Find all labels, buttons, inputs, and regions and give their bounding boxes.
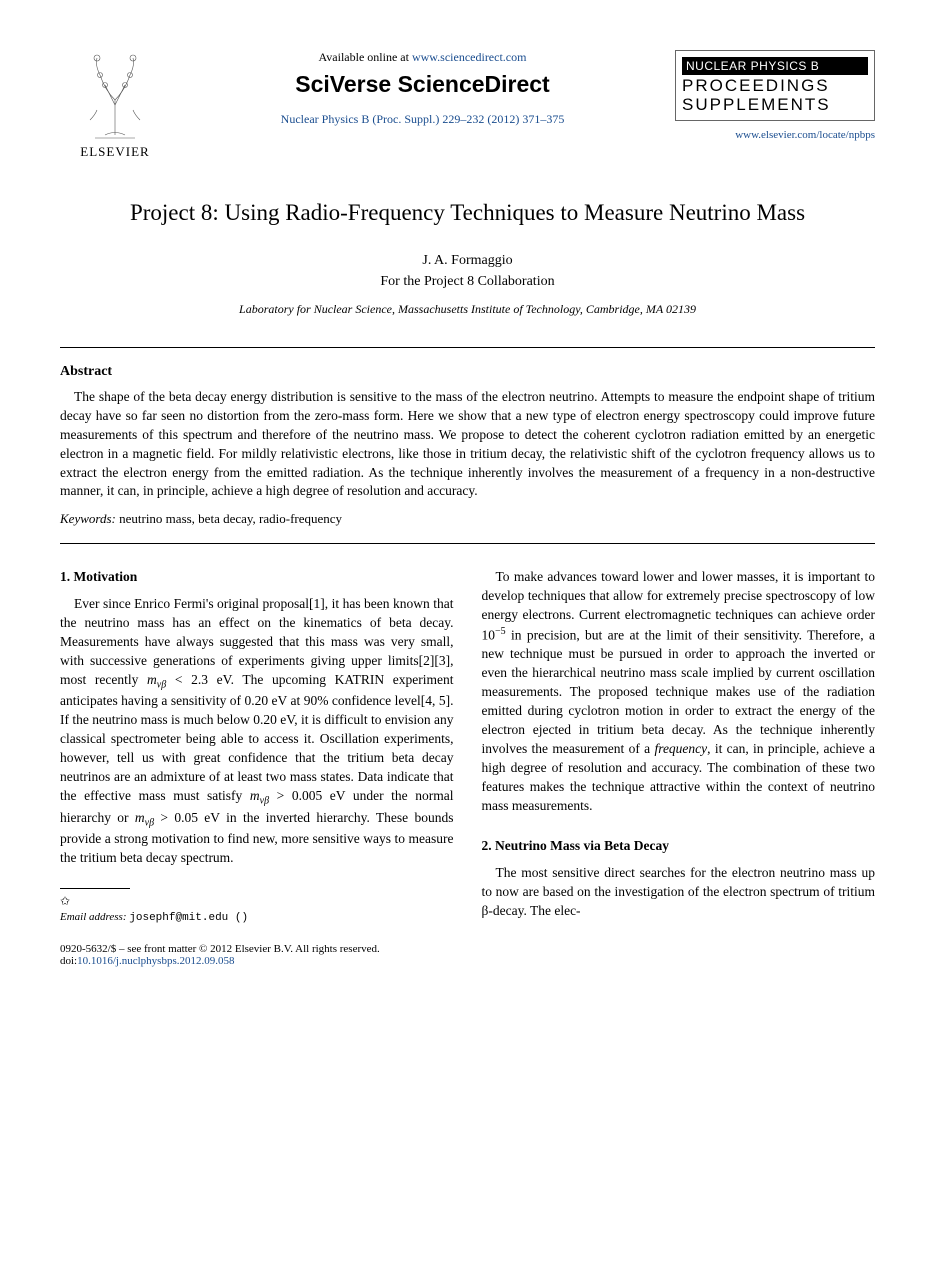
proceedings-line2: SUPPLEMENTS [682, 96, 868, 115]
section-1-para-1: Ever since Enrico Fermi's original propo… [60, 595, 454, 868]
keywords-label: Keywords: [60, 511, 116, 526]
proceedings-line1: PROCEEDINGS [682, 77, 868, 96]
locate-link-wrap: www.elsevier.com/locate/npbps [675, 129, 875, 141]
mvb-1: mνβ [147, 672, 166, 687]
mvb-sub3: νβ [145, 817, 154, 828]
mvb-m2: m [250, 788, 260, 803]
mvb-m1: m [147, 672, 157, 687]
journal-badge-title: NUCLEAR PHYSICS B [682, 57, 868, 75]
footer-meta: 0920-5632/$ – see front matter © 2012 El… [60, 943, 875, 967]
sciverse-brand: SciVerse ScienceDirect [190, 71, 655, 98]
column-right: To make advances toward lower and lower … [482, 568, 876, 927]
journal-citation-link[interactable]: Nuclear Physics B (Proc. Suppl.) 229–232… [281, 112, 565, 126]
section-2-heading: 2. Neutrino Mass via Beta Decay [482, 837, 876, 856]
journal-citation: Nuclear Physics B (Proc. Suppl.) 229–232… [190, 112, 655, 127]
s1p1b: < 2.3 eV. The upcoming KATRIN experiment… [60, 672, 454, 803]
body-columns: 1. Motivation Ever since Enrico Fermi's … [60, 568, 875, 927]
mvb-sub1: νβ [157, 679, 166, 690]
journal-badge: NUCLEAR PHYSICS B PROCEEDINGS SUPPLEMENT… [675, 50, 875, 121]
footnote-separator [60, 888, 130, 889]
abstract-text: The shape of the beta decay energy distr… [60, 388, 875, 501]
sciencedirect-link[interactable]: www.sciencedirect.com [412, 50, 527, 64]
available-prefix: Available online at [319, 50, 412, 64]
elsevier-tree-icon [75, 50, 155, 140]
section-1-heading: 1. Motivation [60, 568, 454, 587]
s1p2b: in precision, but are at the limit of th… [482, 628, 876, 756]
section-1-para-2: To make advances toward lower and lower … [482, 568, 876, 815]
footnote-star-icon: ✩ [60, 894, 70, 908]
header-center: Available online at www.sciencedirect.co… [170, 50, 675, 127]
keywords-line: Keywords: neutrino mass, beta decay, rad… [60, 511, 875, 527]
mvb-3: mνβ [135, 810, 154, 825]
doi-link[interactable]: 10.1016/j.nuclphysbps.2012.09.058 [77, 955, 234, 967]
s1p2c: frequency [654, 741, 707, 756]
article-title: Project 8: Using Radio-Frequency Techniq… [60, 200, 875, 226]
available-online-line: Available online at www.sciencedirect.co… [190, 50, 655, 65]
page-header: ELSEVIER Available online at www.science… [60, 50, 875, 160]
exp-minus5: −5 [495, 626, 506, 637]
copyright-line: 0920-5632/$ – see front matter © 2012 El… [60, 943, 875, 955]
email-label: Email address: [60, 911, 127, 923]
mvb-m3: m [135, 810, 145, 825]
publisher-name: ELSEVIER [80, 144, 149, 160]
mvb-sub2: νβ [260, 796, 269, 807]
rule-top [60, 347, 875, 348]
email-value: josephf@mit.edu () [129, 912, 248, 924]
section-gap [482, 815, 876, 837]
doi-line: doi:10.1016/j.nuclphysbps.2012.09.058 [60, 955, 875, 967]
publisher-logo-block: ELSEVIER [60, 50, 170, 160]
authors-block: J. A. Formaggio For the Project 8 Collab… [60, 250, 875, 292]
footnote-block: ✩ Email address: josephf@mit.edu () [60, 893, 454, 927]
rule-bottom [60, 543, 875, 544]
keywords-value: neutrino mass, beta decay, radio-frequen… [119, 511, 342, 526]
journal-badge-block: NUCLEAR PHYSICS B PROCEEDINGS SUPPLEMENT… [675, 50, 875, 141]
author-name: J. A. Formaggio [60, 250, 875, 271]
column-left: 1. Motivation Ever since Enrico Fermi's … [60, 568, 454, 927]
doi-prefix: doi: [60, 955, 77, 967]
collaboration-line: For the Project 8 Collaboration [60, 271, 875, 292]
section-2-para-1: The most sensitive direct searches for t… [482, 864, 876, 921]
abstract-heading: Abstract [60, 364, 875, 380]
affiliation: Laboratory for Nuclear Science, Massachu… [60, 302, 875, 317]
locate-link[interactable]: www.elsevier.com/locate/npbps [735, 129, 875, 141]
mvb-2: mνβ [250, 788, 269, 803]
